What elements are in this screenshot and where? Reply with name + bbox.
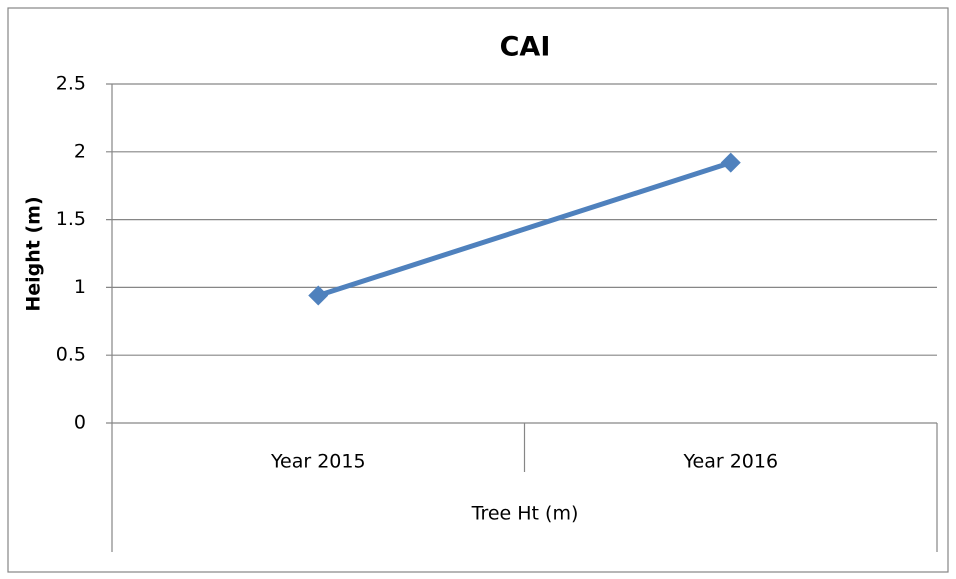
x-tick-label: Year 2016 <box>682 451 778 473</box>
y-tick-label: 2 <box>74 140 86 162</box>
line <box>315 160 734 299</box>
y-tick-label: 1 <box>74 276 86 298</box>
x-axis-label: Tree Ht (m) <box>471 503 579 525</box>
y-tick-label: 1.5 <box>56 208 86 230</box>
y-tick-label: 2.5 <box>56 73 86 95</box>
marker <box>308 285 329 306</box>
chart-border <box>7 7 949 573</box>
x-tick-label: Year 2015 <box>270 451 366 473</box>
y-tick-label: 0.5 <box>56 344 86 366</box>
y-tick-label: 0 <box>74 412 86 434</box>
marker <box>720 152 741 173</box>
chart-title: CAI <box>500 32 551 63</box>
y-axis-label: Height (m) <box>23 196 45 311</box>
